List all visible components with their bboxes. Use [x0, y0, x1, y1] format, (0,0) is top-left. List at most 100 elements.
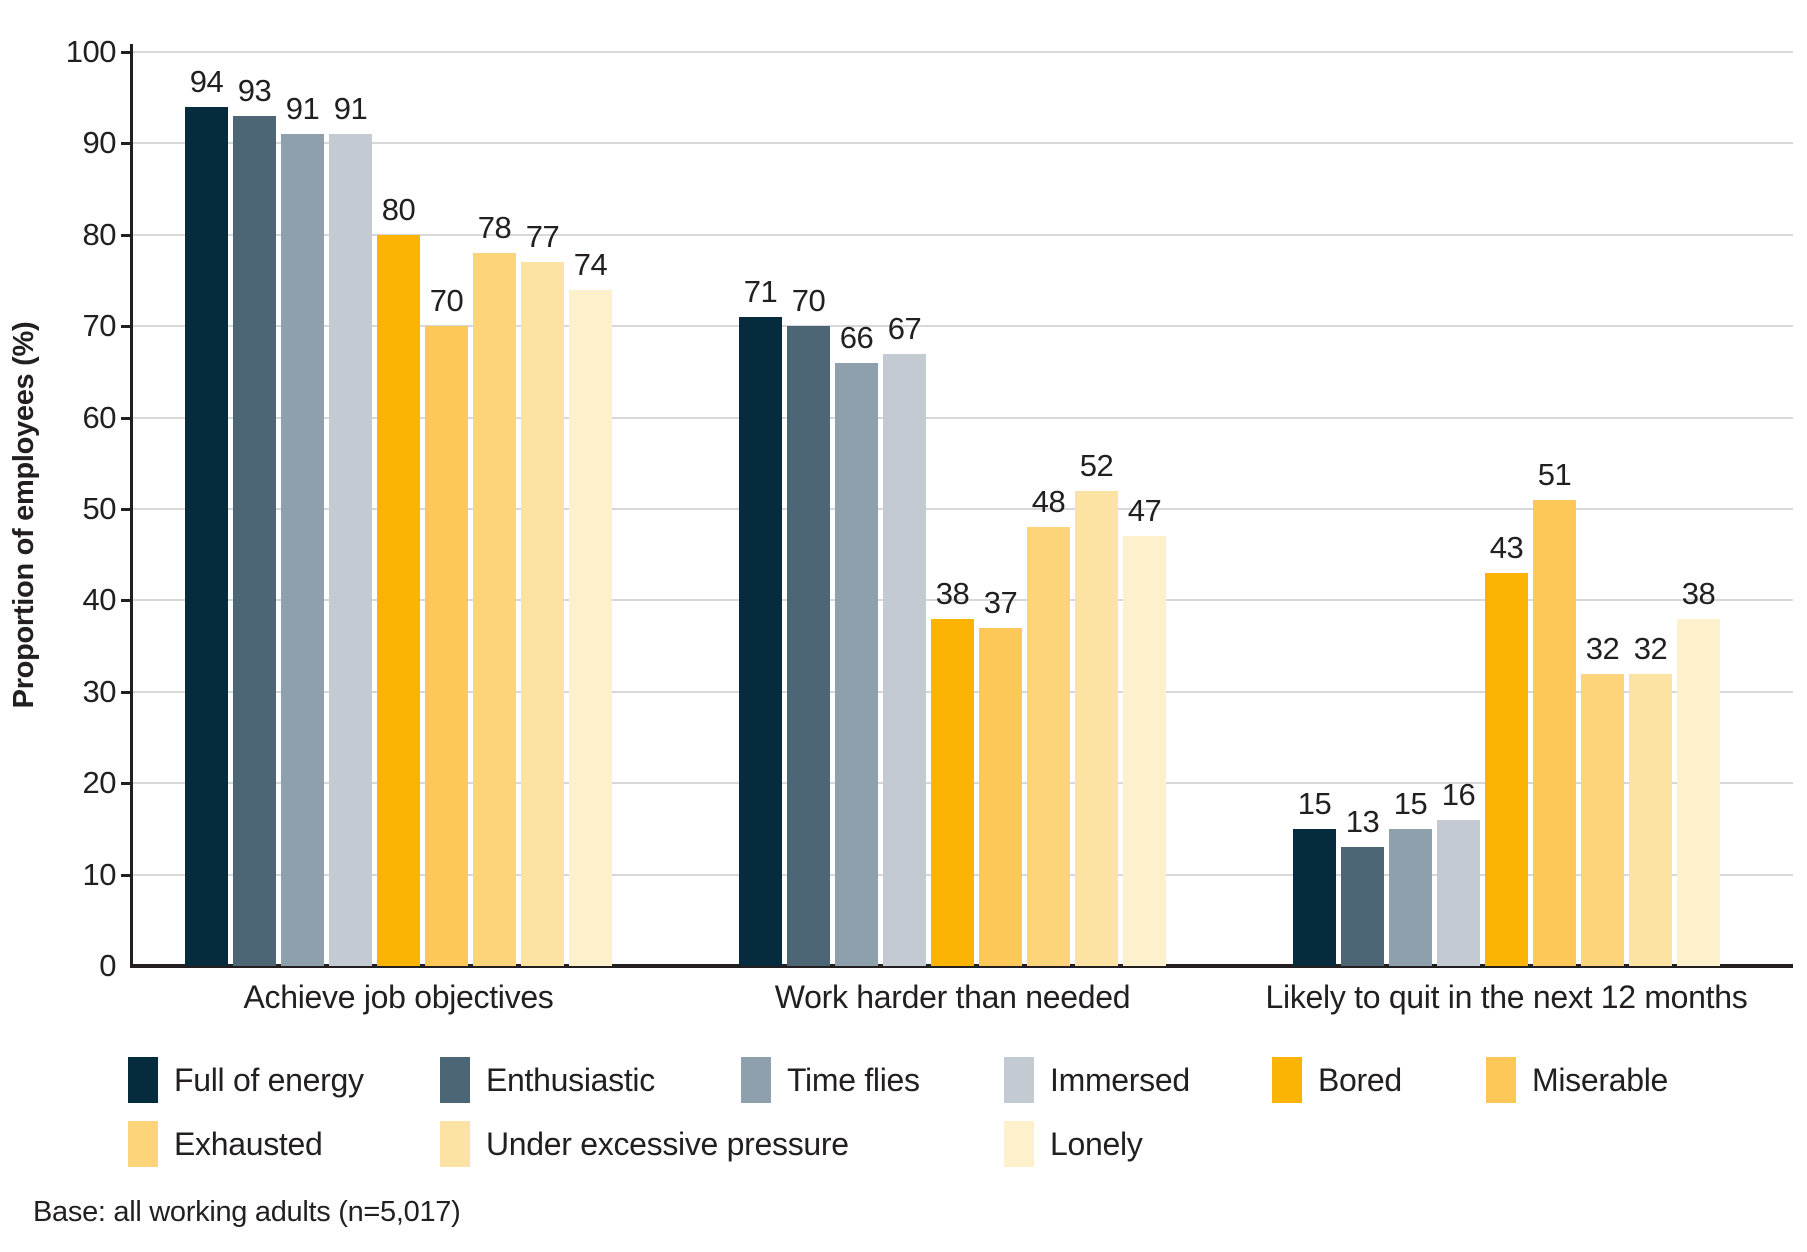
bar — [233, 115, 276, 966]
legend-label: Lonely — [1050, 1125, 1143, 1162]
bar-value-label: 77 — [525, 219, 560, 255]
y-tick-label: 40 — [82, 582, 117, 618]
legend-label: Miserable — [1532, 1061, 1669, 1098]
legend-label: Full of energy — [174, 1061, 364, 1098]
y-tick-label: 100 — [65, 34, 117, 69]
bar-value-label: 51 — [1537, 456, 1572, 492]
y-axis-tick — [121, 51, 133, 54]
gridline — [133, 416, 1793, 419]
bar-value-label: 52 — [1079, 447, 1114, 483]
gridline — [133, 599, 1793, 602]
bar — [569, 289, 612, 966]
bar — [185, 106, 228, 966]
bar — [1075, 490, 1118, 966]
bar — [1123, 536, 1166, 966]
legend-item: Full of energy — [128, 1056, 364, 1104]
bar — [377, 234, 420, 966]
legend-item: Bored — [1272, 1056, 1402, 1104]
bar — [1389, 828, 1432, 966]
bar-value-label: 15 — [1393, 785, 1428, 821]
legend-item: Under excessive pressure — [440, 1120, 849, 1168]
category-label: Likely to quit in the next 12 months — [1265, 979, 1748, 1015]
category-label: Work harder than needed — [774, 979, 1131, 1015]
bar-value-label: 74 — [573, 246, 608, 282]
bar-value-label: 91 — [333, 91, 368, 127]
legend-item: Lonely — [1004, 1120, 1143, 1168]
bar-value-label: 43 — [1489, 529, 1524, 565]
y-axis-tick — [121, 325, 133, 329]
legend-label: Under excessive pressure — [486, 1125, 849, 1162]
bar-value-label: 78 — [477, 210, 512, 246]
bar — [281, 134, 324, 966]
bar — [1485, 572, 1528, 966]
bar-value-label: 80 — [381, 191, 416, 227]
bar — [1293, 828, 1336, 966]
legend-swatch — [440, 1057, 470, 1103]
legend-item: Miserable — [1486, 1056, 1668, 1104]
bar-value-label: 70 — [429, 283, 464, 319]
bar-value-label: 47 — [1127, 493, 1162, 529]
legend-swatch — [1272, 1057, 1302, 1103]
legend-swatch — [1486, 1057, 1516, 1103]
legend-label: Bored — [1318, 1061, 1402, 1098]
bar-value-label: 13 — [1345, 804, 1380, 840]
gridline — [133, 142, 1793, 145]
bar — [979, 627, 1022, 966]
category-label: Achieve job objectives — [243, 979, 554, 1015]
y-tick-label: 20 — [82, 765, 117, 801]
bar — [931, 618, 974, 966]
bar-value-label: 16 — [1441, 776, 1476, 812]
bar — [1027, 527, 1070, 966]
y-axis-tick — [121, 690, 133, 694]
bar — [1581, 673, 1624, 966]
bar — [739, 317, 782, 966]
bar — [1629, 673, 1672, 966]
bar — [1533, 499, 1576, 966]
bar — [1341, 847, 1384, 966]
gridline — [133, 508, 1793, 510]
legend-item: Immersed — [1004, 1056, 1190, 1104]
y-tick-label: 90 — [82, 125, 117, 161]
bar-value-label: 67 — [887, 310, 922, 346]
legend-item: Enthusiastic — [440, 1056, 655, 1104]
y-tick-label: 60 — [82, 399, 117, 435]
y-axis-tick — [121, 873, 133, 877]
bar-value-label: 32 — [1585, 630, 1620, 666]
legend-label: Immersed — [1050, 1061, 1190, 1098]
y-tick-label: 0 — [99, 948, 116, 983]
bar-value-label: 38 — [1681, 575, 1716, 611]
base-note: Base: all working adults (n=5,017) — [33, 1196, 461, 1228]
bar — [521, 262, 564, 966]
bar — [787, 326, 830, 966]
x-axis-line — [130, 964, 1793, 968]
bar-value-label: 91 — [285, 91, 320, 127]
bar-value-label: 66 — [839, 319, 874, 355]
bar-value-label: 32 — [1633, 630, 1668, 666]
legend-item: Exhausted — [128, 1120, 323, 1168]
bar — [425, 326, 468, 966]
legend-swatch — [128, 1057, 158, 1103]
legend-swatch — [128, 1121, 158, 1167]
bar — [1437, 819, 1480, 966]
y-tick-label: 10 — [82, 856, 117, 892]
bar — [473, 253, 516, 966]
bar-value-label: 38 — [935, 575, 970, 611]
bar-value-label: 70 — [791, 283, 826, 319]
legend-item: Time flies — [741, 1056, 920, 1104]
y-axis-tick — [121, 233, 133, 237]
y-axis-tick — [121, 508, 133, 511]
legend-swatch — [1004, 1121, 1034, 1167]
bar-value-label: 37 — [983, 584, 1018, 620]
y-axis-tick — [121, 142, 133, 146]
bar-value-label: 15 — [1297, 785, 1332, 821]
y-axis-line — [130, 44, 133, 966]
y-tick-label: 30 — [82, 673, 117, 709]
bar — [883, 353, 926, 966]
bar-value-label: 94 — [189, 63, 224, 99]
y-axis-tick — [121, 782, 133, 786]
y-tick-label: 70 — [82, 308, 117, 344]
bar-value-label: 48 — [1031, 484, 1066, 520]
y-axis-tick — [121, 599, 133, 603]
y-axis-tick — [121, 416, 133, 420]
